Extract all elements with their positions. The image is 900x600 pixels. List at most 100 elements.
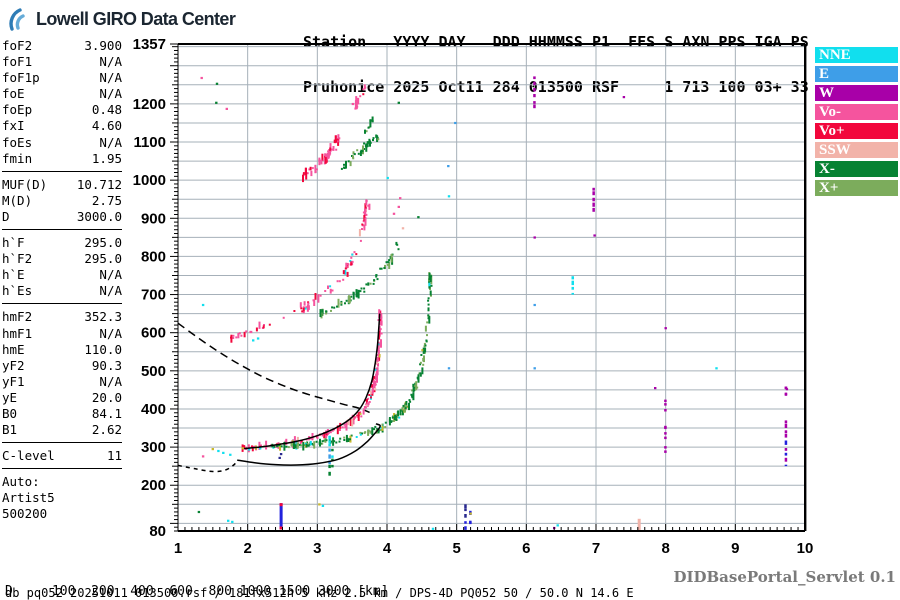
overlay-lines xyxy=(177,313,382,473)
param-label: fmin xyxy=(2,150,33,166)
param-value: 3000.0 xyxy=(76,208,122,224)
svg-text:700: 700 xyxy=(141,287,166,304)
param-value: 1.95 xyxy=(91,150,122,166)
param-label: hmE xyxy=(2,341,25,357)
legend-swatch-E: E xyxy=(815,66,898,82)
x-axis-ticks xyxy=(177,524,806,531)
param-separator xyxy=(2,170,122,172)
distance-row: D 100 200 400 600 800 1000 1500 3000 [km… xyxy=(5,584,389,599)
param-row: h`E N/A xyxy=(2,267,122,283)
station-header: Station YYYY DAY DDD HHMMSS P1 FFS S AXN… xyxy=(303,5,809,125)
param-value: N/A xyxy=(99,54,122,70)
svg-text:5: 5 xyxy=(452,540,460,557)
svg-text:80: 80 xyxy=(149,523,166,540)
param-row: h`Es N/A xyxy=(2,283,122,299)
svg-text:800: 800 xyxy=(141,248,166,265)
param-value: 20.0 xyxy=(91,389,122,405)
param-label: h`F xyxy=(2,235,25,251)
y-axis-ticks xyxy=(170,43,178,532)
autoscaling-line: Artist5 xyxy=(2,490,55,506)
x-axis-labels: 1 2 3 4 5 6 7 8 9 10 xyxy=(174,540,814,557)
param-label: yF2 xyxy=(2,357,25,373)
param-separator xyxy=(2,468,122,470)
legend-swatch-NNE: NNE xyxy=(815,47,898,63)
param-value: 4.60 xyxy=(91,118,122,134)
brand-title: Lowell GIRO Data Center xyxy=(36,8,236,29)
param-label: foF2 xyxy=(2,38,33,53)
svg-text:8: 8 xyxy=(661,540,669,557)
param-row: foE N/A xyxy=(2,86,122,102)
param-value: 295.0 xyxy=(84,251,122,267)
param-separator xyxy=(2,303,122,305)
echo-direction-legend: NNE E W Vo- Vo+ SSW X- X+ xyxy=(815,47,898,199)
scatter-points xyxy=(230,84,433,453)
param-label: yF1 xyxy=(2,373,25,389)
param-label: foE xyxy=(2,86,25,102)
param-label: MUF(D) xyxy=(2,176,48,192)
param-value: N/A xyxy=(99,86,122,102)
param-label: foF1p xyxy=(2,70,40,86)
param-row: foF1p N/A xyxy=(2,70,122,86)
autoscaling-line: Auto: xyxy=(2,474,40,490)
param-row: hmF2 352.3 xyxy=(2,309,122,325)
param-label: h`Es xyxy=(2,283,33,299)
trace-spread-x-high xyxy=(340,134,380,170)
single-echoes xyxy=(197,76,789,530)
svg-text:200: 200 xyxy=(141,477,166,494)
param-row: h`F 295.0 xyxy=(2,235,122,251)
param-value: 84.1 xyxy=(91,405,122,421)
param-row: hmF1 N/A xyxy=(2,326,122,342)
muf-distance-table: D 100 200 400 600 800 1000 1500 3000 [km… xyxy=(5,556,396,600)
param-label: hmF2 xyxy=(2,309,33,325)
param-row: M(D) 2.75 xyxy=(2,193,122,209)
line-fitted-o-trace xyxy=(244,313,381,450)
param-value: 3.900 xyxy=(84,38,122,53)
legend-swatch-X-: X- xyxy=(815,161,898,177)
line-profile-model xyxy=(177,459,238,473)
param-row: B1 2.62 xyxy=(2,422,122,438)
autoscaling-line: 500200 xyxy=(2,506,48,522)
legend-swatch-Vo-: Vo- xyxy=(815,104,898,120)
svg-text:600: 600 xyxy=(141,325,166,342)
trace-f-o-trace xyxy=(241,309,383,453)
svg-text:1: 1 xyxy=(174,540,182,557)
line-transmission-curve xyxy=(177,322,370,414)
param-row: fxI 4.60 xyxy=(2,118,122,134)
param-row: C-level 11 xyxy=(2,448,122,464)
param-label: foEs xyxy=(2,134,33,150)
param-separator xyxy=(2,229,122,231)
svg-text:300: 300 xyxy=(141,439,166,456)
param-label: B1 xyxy=(2,422,18,438)
parameter-panel: foF2 3.900 foF1 N/A foF1p N/A foE N/A foEp 0.48 fx… xyxy=(2,38,122,523)
param-row: h`F2 295.0 xyxy=(2,251,122,267)
legend-swatch-Vo+: Vo+ xyxy=(815,123,898,139)
station-header-columns: Station YYYY DAY DDD HHMMSS P1 FFS S AXN… xyxy=(303,33,809,51)
param-value: N/A xyxy=(99,134,122,150)
param-row: D 3000.0 xyxy=(2,209,122,225)
param-value: 2.62 xyxy=(91,422,122,438)
servlet-version-label: DIDBasePortal_Servlet 0.1 xyxy=(673,568,896,586)
param-value: N/A xyxy=(99,325,122,341)
trace-2-hop-x xyxy=(319,241,400,319)
param-label: h`F2 xyxy=(2,251,33,267)
param-label: fxI xyxy=(2,118,25,134)
param-label: yE xyxy=(2,389,18,405)
measurement-status-line: db pq052 20251011 013500.rsf / 181fx512h… xyxy=(5,586,634,600)
param-value: 10.712 xyxy=(76,176,122,192)
echo-strips xyxy=(279,76,788,531)
svg-text:4: 4 xyxy=(383,540,392,557)
param-label: C-level xyxy=(2,448,55,464)
svg-text:1357: 1357 xyxy=(133,36,166,53)
param-value: 2.75 xyxy=(91,192,122,208)
svg-text:900: 900 xyxy=(141,210,166,227)
line-profile xyxy=(237,423,382,466)
param-row: yF1 N/A xyxy=(2,374,122,390)
param-value: N/A xyxy=(99,70,122,86)
svg-text:500: 500 xyxy=(141,363,166,380)
trace-spread-o-top xyxy=(354,84,367,110)
param-label: B0 xyxy=(2,405,18,421)
trace-2-hop-o xyxy=(230,199,371,343)
autoscaling-info: Auto: Artist5 500200 xyxy=(2,474,122,522)
